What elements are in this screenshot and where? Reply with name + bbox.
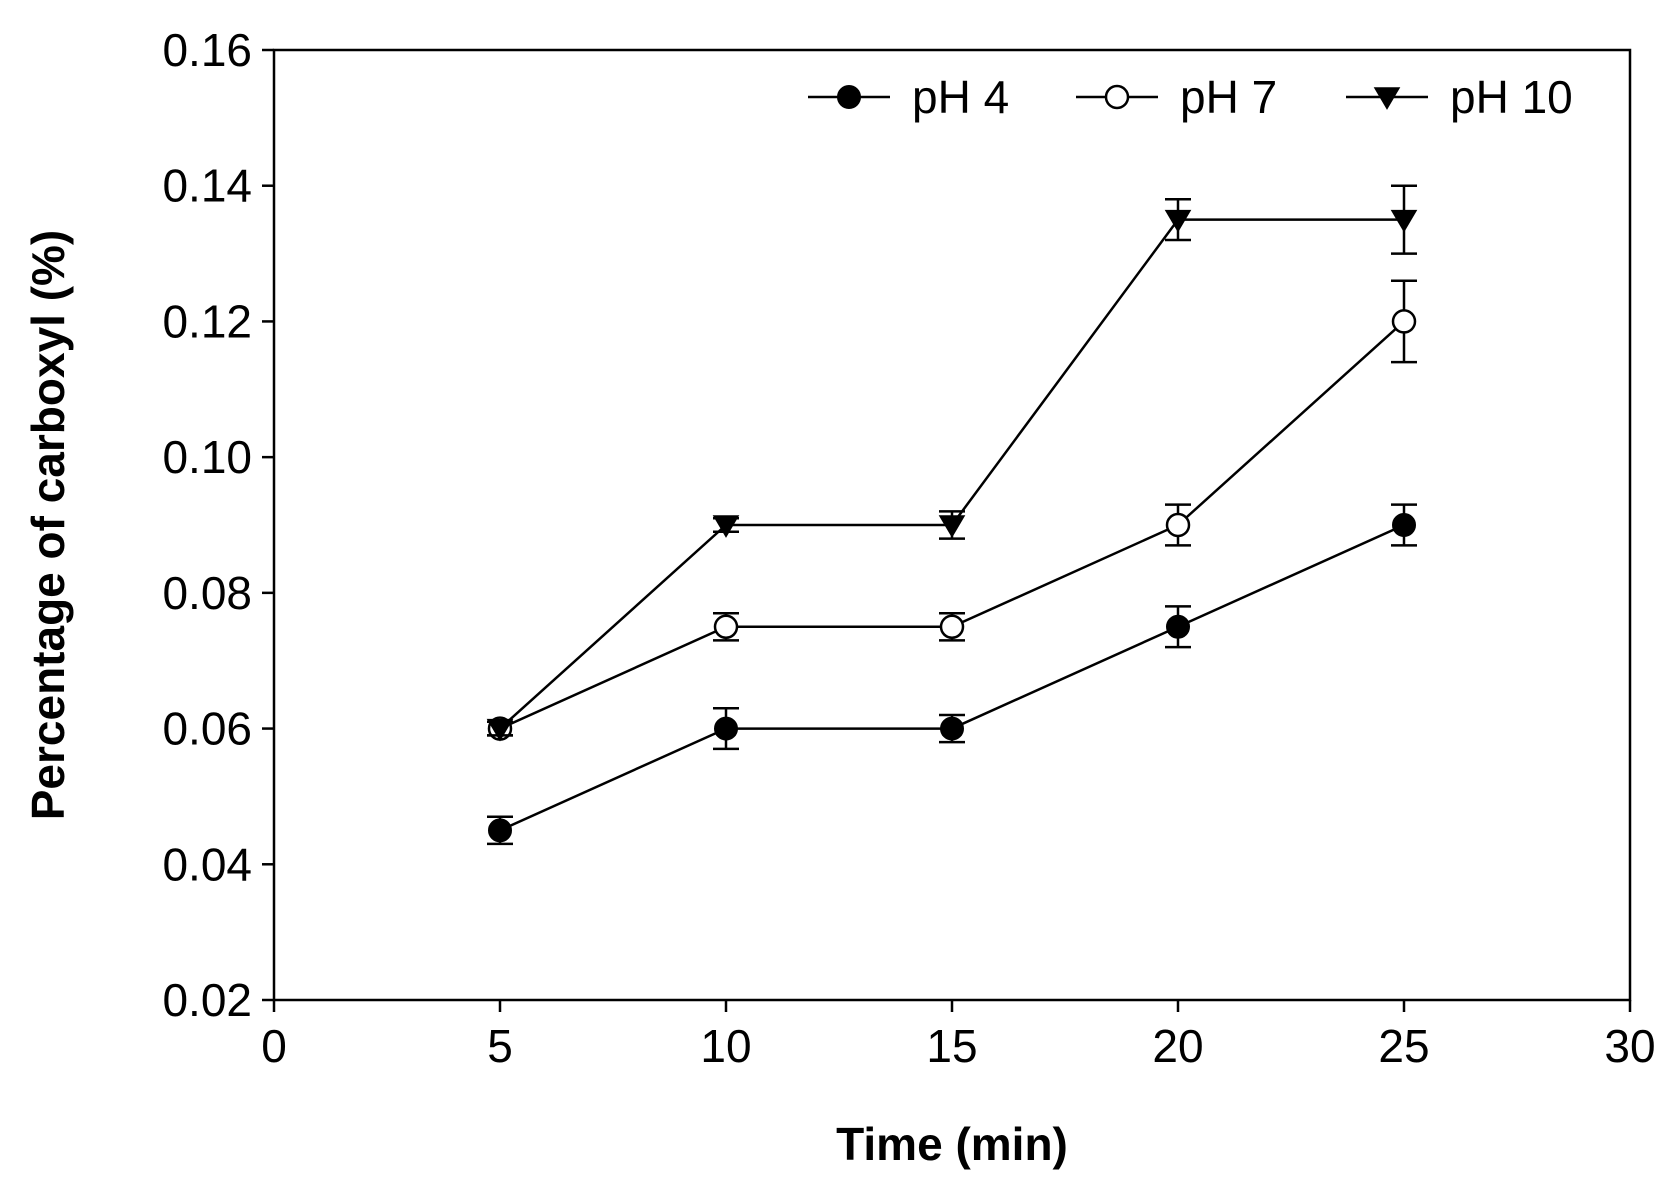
y-tick-label: 0.08 [162, 567, 252, 619]
data-point [714, 716, 738, 741]
y-tick-label: 0.02 [162, 974, 252, 1026]
data-point [1391, 309, 1417, 334]
y-tick-label: 0.06 [162, 703, 252, 755]
y-axis-ticks: 0.02 0.04 0.06 0.08 0.10 0.12 0.14 0.16 [162, 24, 274, 1026]
series-layer [486, 184, 1418, 846]
y-tick-label: 0.14 [162, 160, 252, 212]
legend-label: pH 7 [1180, 71, 1277, 123]
data-point [940, 716, 964, 741]
x-axis-ticks: 0 5 10 15 20 25 30 [261, 1000, 1656, 1072]
data-point [938, 515, 966, 538]
data-point [713, 614, 739, 640]
data-point [1166, 614, 1190, 639]
data-point [486, 718, 514, 742]
legend-item: pH 4 [808, 71, 1009, 123]
series-ph-7 [487, 279, 1417, 741]
data-point [488, 818, 512, 843]
series-ph-4 [487, 503, 1417, 846]
legend-item: pH 7 [1076, 71, 1277, 123]
x-axis-title: Time (min) [836, 1118, 1068, 1170]
y-tick-label: 0.16 [162, 24, 252, 76]
data-point [939, 614, 965, 640]
x-tick-label: 0 [261, 1020, 287, 1072]
legend-label: pH 4 [912, 71, 1009, 123]
data-point [712, 515, 740, 538]
x-tick-label: 10 [700, 1020, 751, 1072]
x-tick-label: 5 [487, 1020, 513, 1072]
legend-label: pH 10 [1450, 71, 1573, 123]
x-tick-label: 15 [926, 1020, 977, 1072]
legend-marker [1104, 84, 1130, 110]
data-point [1165, 512, 1191, 538]
y-tick-label: 0.12 [162, 295, 252, 347]
series-ph-10 [486, 184, 1418, 742]
x-tick-label: 20 [1152, 1020, 1203, 1072]
data-point [1390, 209, 1418, 233]
series-line [499, 218, 1404, 730]
y-tick-label: 0.10 [162, 431, 252, 483]
data-point [1164, 209, 1192, 233]
y-axis-title: Percentage of carboxyl (%) [22, 230, 74, 821]
data-point [1392, 513, 1416, 537]
legend-marker [837, 85, 861, 109]
series-line [499, 523, 1405, 832]
legend-item: pH 10 [1346, 71, 1573, 123]
x-tick-label: 25 [1378, 1020, 1429, 1072]
legend: pH 4 pH 7 pH 10 [808, 71, 1573, 123]
y-tick-label: 0.04 [162, 838, 252, 890]
legend-marker [1373, 87, 1401, 110]
x-tick-label: 30 [1604, 1020, 1655, 1072]
